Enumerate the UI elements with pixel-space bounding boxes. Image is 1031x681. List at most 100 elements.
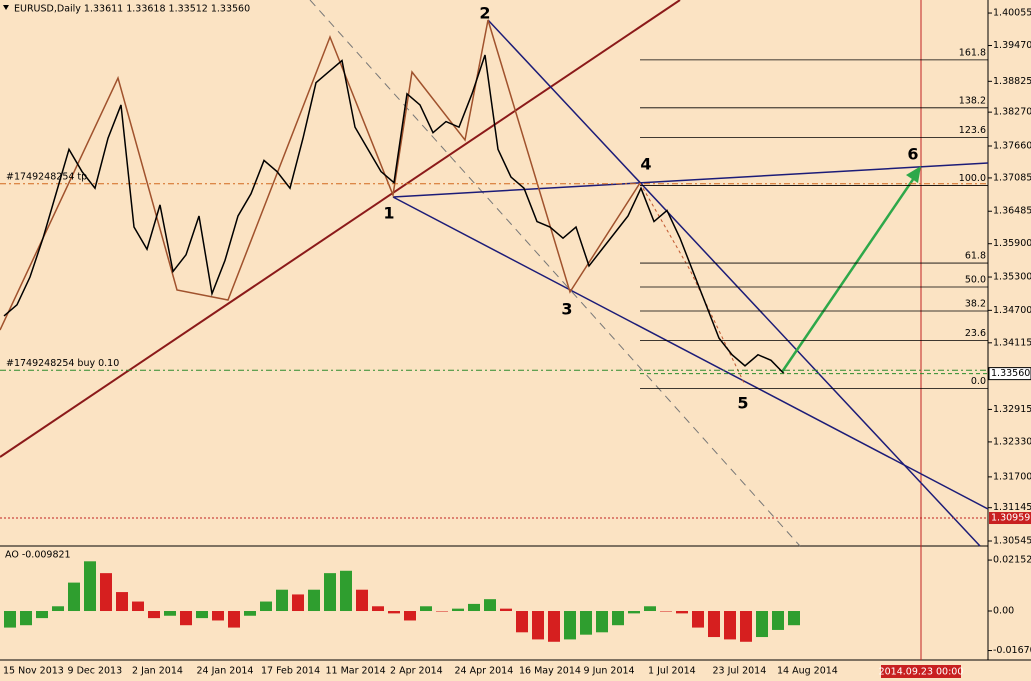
- ao-bar: [452, 608, 464, 612]
- x-tick-label: 23 Jul 2014: [713, 666, 767, 677]
- ao-bar: [532, 611, 544, 640]
- time-marker-box: [881, 665, 961, 678]
- x-tick-label: 15 Nov 2013: [3, 666, 64, 677]
- y-tick-label: -0.016705: [993, 645, 1031, 656]
- ao-bar: [724, 611, 736, 640]
- ao-bar: [20, 611, 32, 626]
- ao-bar: [468, 603, 480, 612]
- x-tick-label: 17 Feb 2014: [261, 666, 320, 677]
- ao-bar: [84, 561, 96, 612]
- menu-arrow: [3, 5, 9, 10]
- x-tick-label: 9 Jun 2014: [584, 666, 635, 677]
- ao-bar: [36, 611, 48, 619]
- time-marker-label: 2014.09.23 00:00: [879, 667, 964, 678]
- ao-bar: [308, 589, 320, 612]
- y-tick-label: 1.37085: [993, 172, 1031, 183]
- x-tick-label: 14 Aug 2014: [777, 666, 838, 677]
- ao-bar: [692, 611, 704, 628]
- ao-bar: [292, 594, 304, 612]
- ao-bar: [4, 611, 16, 628]
- x-tick-label: 2 Apr 2014: [390, 666, 443, 677]
- wolfe-line: [392, 196, 989, 510]
- ao-bar: [708, 611, 720, 638]
- ao-bar: [180, 611, 192, 626]
- ao-bar: [356, 589, 368, 612]
- ao-bar: [100, 573, 112, 612]
- wave-label: 2: [479, 4, 490, 23]
- y-tick-label: 1.31700: [993, 471, 1031, 482]
- fib-label: 123.6: [959, 125, 986, 136]
- y-tick-label: 1.40055: [993, 8, 1031, 19]
- x-tick-label: 16 May 2014: [519, 666, 581, 677]
- x-tick-label: 24 Jan 2014: [197, 666, 254, 677]
- ao-bar: [484, 599, 496, 612]
- channel-line: [309, 0, 801, 547]
- ao-bar: [148, 611, 160, 619]
- y-tick-label: 1.35900: [993, 238, 1031, 249]
- target-arrow: [780, 174, 918, 373]
- current-price-box: [988, 367, 1031, 381]
- wave-label: 6: [907, 145, 918, 164]
- y-tick-label: 1.32915: [993, 404, 1031, 415]
- stop-label: 1.30959: [991, 513, 1030, 524]
- ao-bar: [244, 611, 256, 616]
- ao-bar: [324, 573, 336, 612]
- ao-bar: [596, 611, 608, 633]
- fib-label: 161.8: [959, 47, 986, 58]
- wave-label: 5: [737, 394, 748, 413]
- x-tick-label: 1 Jul 2014: [648, 666, 696, 677]
- y-tick-label: 1.38825: [993, 76, 1031, 87]
- ao-bar: [772, 611, 784, 630]
- fib-label: 23.6: [965, 328, 986, 339]
- ao-bar: [228, 611, 240, 628]
- wave-label: 4: [640, 155, 651, 174]
- ao-bar: [516, 611, 528, 633]
- ao-bar: [548, 611, 560, 642]
- y-tick-label: 1.35300: [993, 272, 1031, 283]
- ao-bar: [756, 611, 768, 638]
- stop-box: [989, 512, 1031, 525]
- ao-bar: [372, 606, 384, 612]
- ao-bar: [676, 611, 688, 614]
- price-line: [3, 54, 785, 375]
- wave-label: 3: [561, 300, 572, 319]
- x-tick-label: 9 Dec 2013: [68, 666, 123, 677]
- x-tick-label: 24 Apr 2014: [455, 666, 514, 677]
- ao-bar: [164, 611, 176, 616]
- fib-label: 0.0: [971, 376, 986, 387]
- fib-label: 138.2: [959, 95, 986, 106]
- fib-label: 38.2: [965, 298, 986, 309]
- wolfe-line: [487, 19, 981, 547]
- ao-bar: [116, 592, 128, 612]
- y-tick-label: 0.00: [993, 606, 1014, 617]
- arrow-head: [906, 166, 921, 183]
- trend-line: [0, 0, 681, 458]
- fib-label: 61.8: [965, 251, 986, 262]
- y-tick-label: 1.39470: [993, 40, 1031, 51]
- ao-bar: [644, 606, 656, 612]
- ao-bar: [628, 611, 640, 614]
- ao-bar: [52, 606, 64, 612]
- wave-label: 1: [383, 204, 394, 223]
- ao-bar: [388, 611, 400, 614]
- order-label: #1749248254 tp: [6, 171, 87, 182]
- ao-title: AO -0.009821: [5, 550, 71, 561]
- y-tick-label: 1.34115: [993, 337, 1031, 348]
- fib-label: 50.0: [965, 275, 986, 286]
- order-label: #1749248254 buy 0.10: [6, 358, 119, 369]
- chart-title: EURUSD,Daily 1.33611 1.33618 1.33512 1.3…: [14, 4, 250, 15]
- ao-bar: [260, 601, 272, 612]
- ao-bar: [196, 611, 208, 619]
- ao-bar: [612, 611, 624, 626]
- ao-bar: [660, 611, 672, 612]
- zigzag: [0, 19, 641, 331]
- ao-bar: [436, 611, 448, 612]
- y-tick-label: 1.31145: [993, 502, 1031, 513]
- ao-bar: [276, 589, 288, 612]
- ao-bar: [740, 611, 752, 642]
- ao-bar: [212, 611, 224, 621]
- x-tick-label: 2 Jan 2014: [132, 666, 183, 677]
- y-tick-label: 1.32330: [993, 436, 1031, 447]
- y-tick-label: 0.02152: [993, 555, 1031, 566]
